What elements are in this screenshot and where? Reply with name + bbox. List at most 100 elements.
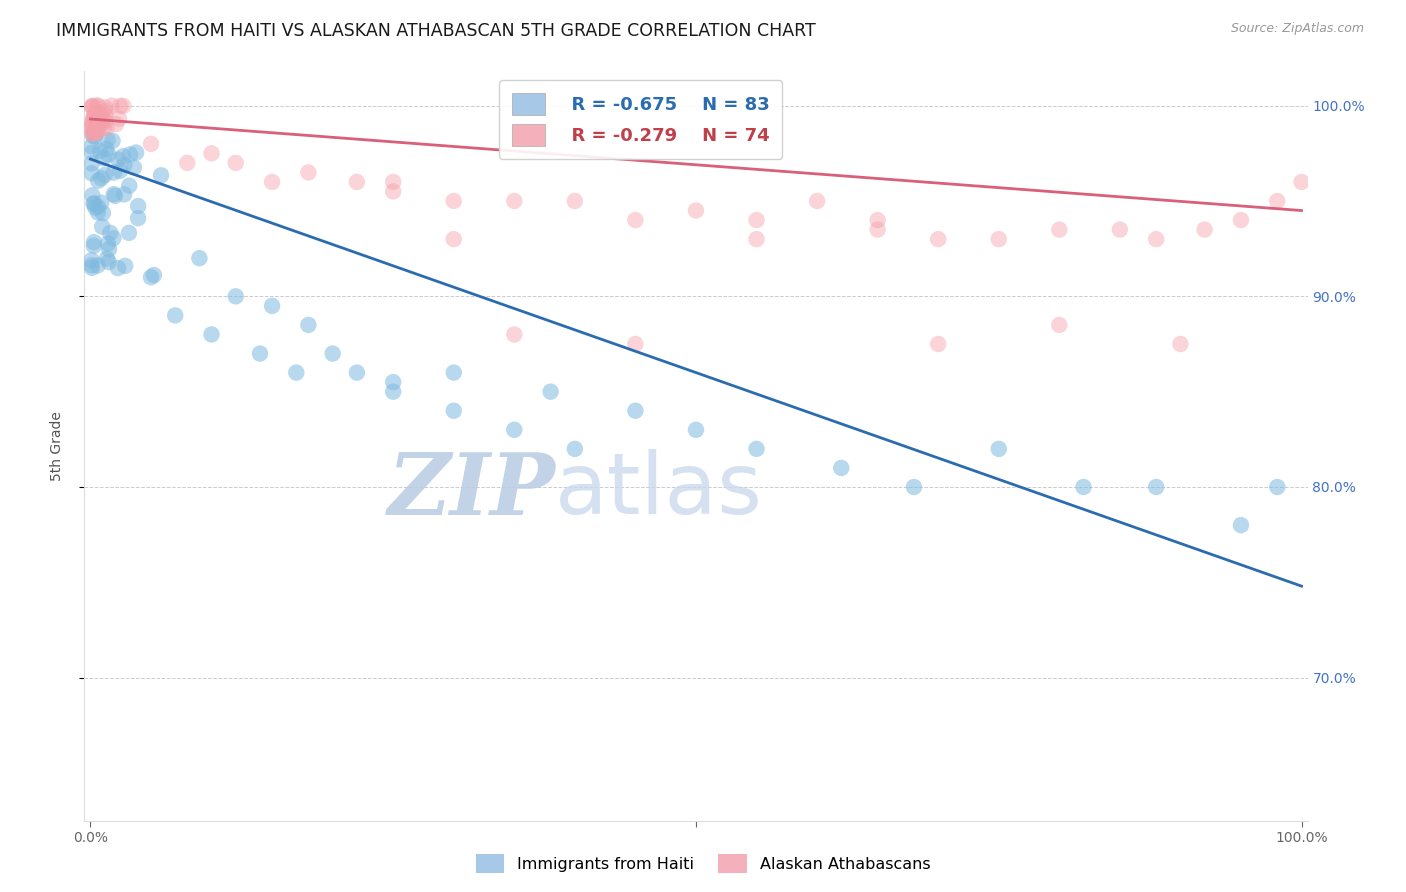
Point: [83, 106, 105, 120]
Point: [200, 146, 222, 161]
Point: [540, 384, 562, 399]
Point: [82, 120, 104, 134]
Point: [1047, 222, 1070, 236]
Point: [90, 108, 112, 122]
Point: [84, 201, 107, 215]
Point: [94, 100, 117, 114]
Point: [104, 188, 127, 202]
Point: [1230, 518, 1253, 533]
Point: [86, 120, 108, 134]
Point: [100, 98, 122, 112]
Point: [443, 366, 465, 380]
Point: [97, 255, 120, 269]
Point: [139, 136, 162, 151]
Point: [80, 100, 103, 114]
Point: [1194, 222, 1216, 236]
Point: [80, 166, 103, 180]
Point: [122, 161, 145, 175]
Point: [112, 158, 135, 172]
Point: [200, 327, 222, 342]
Point: [107, 153, 129, 167]
Text: Source: ZipAtlas.com: Source: ZipAtlas.com: [1230, 22, 1364, 36]
Point: [262, 175, 284, 189]
Point: [112, 187, 135, 202]
Point: [1144, 232, 1167, 246]
Point: [103, 187, 125, 202]
Point: [503, 194, 526, 208]
Point: [382, 375, 405, 389]
Point: [127, 199, 149, 213]
Point: [105, 117, 128, 131]
Point: [87, 205, 110, 219]
Point: [96, 120, 118, 135]
Point: [346, 366, 368, 380]
Point: [89, 109, 111, 123]
Point: [1170, 337, 1192, 351]
Point: [97, 133, 120, 147]
Point: [107, 261, 129, 276]
Point: [297, 318, 319, 332]
Point: [285, 366, 308, 380]
Point: [90, 195, 112, 210]
Point: [443, 403, 465, 417]
Point: [98, 242, 121, 256]
Point: [91, 151, 114, 165]
Point: [90, 117, 112, 131]
Point: [108, 112, 131, 126]
Point: [120, 147, 142, 161]
Point: [87, 119, 110, 133]
Point: [80, 145, 103, 160]
Point: [87, 174, 110, 188]
Point: [97, 236, 120, 251]
Point: [142, 268, 165, 282]
Point: [503, 423, 526, 437]
Point: [139, 270, 162, 285]
Text: atlas: atlas: [555, 450, 763, 533]
Point: [903, 480, 925, 494]
Point: [125, 145, 148, 160]
Point: [80, 253, 103, 268]
Point: [987, 442, 1010, 456]
Point: [118, 226, 141, 240]
Point: [112, 149, 135, 163]
Point: [82, 188, 104, 202]
Point: [82, 111, 104, 125]
Point: [80, 258, 103, 272]
Point: [83, 196, 105, 211]
Point: [927, 337, 949, 351]
Point: [82, 128, 104, 143]
Point: [86, 98, 108, 112]
Point: [443, 194, 465, 208]
Point: [83, 108, 105, 122]
Point: [927, 232, 949, 246]
Point: [346, 175, 368, 189]
Point: [225, 289, 247, 303]
Point: [108, 99, 131, 113]
Point: [90, 171, 112, 186]
Point: [176, 156, 198, 170]
Point: [1047, 318, 1070, 332]
Point: [382, 185, 405, 199]
Point: [1265, 480, 1288, 494]
Point: [745, 442, 768, 456]
Point: [188, 251, 211, 265]
Point: [564, 442, 586, 456]
Point: [745, 213, 768, 227]
Point: [322, 346, 344, 360]
Point: [745, 232, 768, 246]
Point: [1144, 480, 1167, 494]
Point: [96, 252, 118, 266]
Point: [127, 211, 149, 226]
Point: [165, 309, 187, 323]
Point: [83, 239, 105, 253]
Point: [262, 299, 284, 313]
Legend:   R = -0.675    N = 83,   R = -0.279    N = 74: R = -0.675 N = 83, R = -0.279 N = 74: [499, 80, 782, 159]
Point: [91, 219, 114, 234]
Point: [87, 98, 110, 112]
Point: [806, 194, 828, 208]
Point: [1265, 194, 1288, 208]
Point: [1073, 480, 1095, 494]
Legend: Immigrants from Haiti, Alaskan Athabascans: Immigrants from Haiti, Alaskan Athabasca…: [470, 847, 936, 880]
Point: [564, 194, 586, 208]
Point: [82, 127, 104, 141]
